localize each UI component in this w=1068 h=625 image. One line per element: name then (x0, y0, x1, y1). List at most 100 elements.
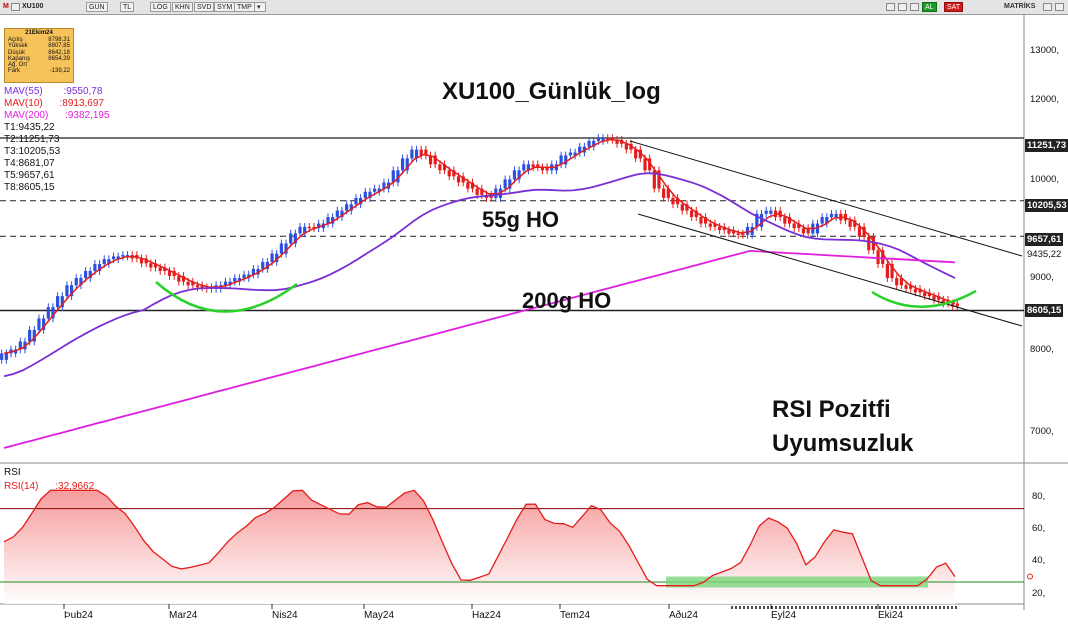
level-t8: T8:8605,15 (4, 182, 55, 193)
candle-body (741, 233, 745, 235)
candle-body (881, 250, 885, 265)
candle-body (438, 164, 442, 171)
candle-body (107, 259, 111, 265)
annotation-55g-ho: 55g HO (482, 207, 560, 232)
candle-body (289, 233, 293, 244)
btn-log[interactable]: LOG (150, 2, 171, 12)
btn-svd[interactable]: SVD (194, 2, 215, 12)
candle-body (932, 296, 936, 300)
candle-body (853, 220, 857, 227)
candle-body (233, 278, 237, 282)
candle-body (14, 349, 18, 354)
candle-body (536, 164, 540, 168)
symbol-menu-icon[interactable] (11, 3, 20, 11)
rsi-label: RSI(14) (4, 481, 39, 492)
settings-icon[interactable] (886, 3, 895, 11)
axis-tick: 10000, (1030, 174, 1060, 185)
candle-body (634, 149, 638, 159)
candle-body (755, 213, 759, 227)
candle-body (848, 220, 852, 227)
candle-body (93, 264, 97, 272)
minimize-icon[interactable] (1043, 3, 1052, 11)
candle-body (251, 268, 256, 275)
candle-body (727, 230, 731, 234)
level-t2: T2:11251,73 (4, 134, 60, 145)
maximize-icon[interactable] (1055, 3, 1064, 11)
mav200-line (3, 249, 956, 449)
candle-body (526, 164, 531, 171)
candle-body (564, 155, 568, 165)
candle-body (373, 188, 377, 192)
buy-button[interactable]: AL (922, 2, 937, 12)
candle-body (554, 164, 559, 171)
candle-body (722, 226, 726, 231)
tool-icon-2[interactable] (910, 3, 919, 11)
candle-body (899, 278, 903, 286)
candle-body (102, 259, 106, 265)
candle-body (797, 223, 801, 229)
candle-body (56, 296, 60, 308)
candle-body (890, 264, 894, 279)
candle-body (433, 155, 437, 165)
candle-body (531, 164, 535, 168)
candle-body (293, 233, 297, 244)
info-value: 8654,39 (48, 55, 70, 62)
candle-body (857, 226, 862, 237)
candle-body (442, 164, 447, 171)
candle-body (913, 288, 917, 293)
candle-body (867, 236, 871, 251)
dropdown-arrow-icon[interactable]: ▾ (254, 2, 266, 12)
sell-button[interactable]: SAT (944, 2, 964, 12)
candle-body (648, 158, 652, 171)
legend-mav10: MAV(10) :8913,697 (4, 98, 104, 110)
candle-body (4, 353, 8, 360)
candle-body (573, 152, 577, 156)
candle-body (806, 228, 810, 234)
btn-khn[interactable]: KHN (172, 2, 193, 12)
candle-body (843, 213, 848, 221)
candle-body (615, 139, 619, 144)
info-value: -139,22 (49, 68, 70, 75)
tool-icon[interactable] (898, 3, 907, 11)
candle-body (144, 258, 148, 264)
candle-body (587, 140, 591, 147)
candle-body (540, 167, 545, 171)
month-label: Þub24 (64, 610, 93, 621)
candle-body (396, 170, 400, 183)
candle-body (340, 210, 344, 218)
symbol-label[interactable]: XU100 (22, 3, 44, 10)
candle-body (405, 158, 409, 171)
candle-body (28, 329, 32, 342)
candle-body (876, 250, 880, 265)
legend-mav200: MAV(200) :9382,195 (4, 110, 110, 122)
candle-body (662, 188, 666, 198)
btn-gun[interactable]: GUN (86, 2, 108, 12)
axis-tick: 13000, (1030, 45, 1060, 56)
legend-value: :9550,78 (63, 86, 103, 97)
rsi-tick: 60, (1032, 523, 1046, 534)
candle-body (713, 223, 717, 227)
candle-body (937, 296, 941, 300)
candle-body (834, 213, 838, 218)
candle-body (666, 188, 670, 198)
info-label: Düşük (8, 49, 26, 56)
candle-body (545, 167, 549, 171)
candle-body (731, 230, 736, 234)
candle-body (237, 278, 242, 282)
candle-body (699, 217, 703, 224)
mav55-line (3, 172, 956, 378)
candle-body (400, 158, 405, 171)
candle-body (391, 170, 395, 183)
candle-body (652, 170, 656, 189)
legend-name: MAV(55) (4, 86, 43, 97)
channel-bottom-line (637, 213, 1023, 327)
candle-body (111, 256, 116, 260)
candle-body (270, 253, 274, 262)
candle-body (769, 210, 773, 214)
candle-body (125, 255, 130, 257)
rsi-divergence-zone (666, 576, 928, 588)
candle-body (694, 210, 698, 218)
candle-body (354, 197, 358, 205)
btn-tl[interactable]: TL (120, 2, 135, 12)
